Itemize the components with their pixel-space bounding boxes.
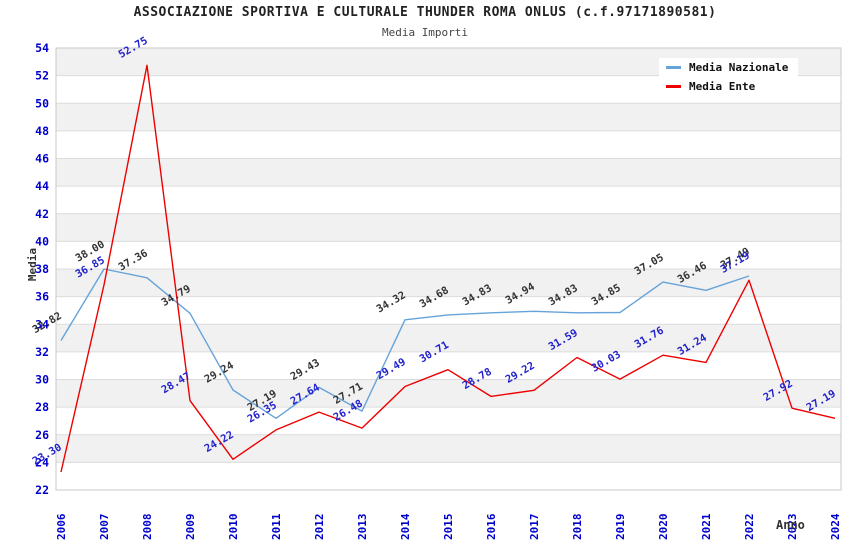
chart-legend: Media Nazionale Media Ente	[659, 58, 799, 96]
y-tick-label: 48	[35, 124, 49, 138]
plot-band	[56, 213, 841, 242]
y-tick-label: 32	[35, 345, 49, 359]
legend-label: Media Nazionale	[689, 61, 789, 74]
plot-band	[56, 324, 841, 352]
y-tick-label: 52	[35, 69, 49, 83]
y-tick-label: 24	[35, 455, 49, 469]
x-tick-label: 2023	[786, 514, 799, 541]
y-tick-label: 36	[35, 290, 49, 304]
x-tick-label: 2019	[614, 514, 627, 541]
legend-swatch-media-ente	[666, 85, 681, 88]
y-tick-label: 28	[35, 400, 49, 414]
legend-swatch-media-nazionale	[666, 66, 681, 69]
plot-band	[56, 75, 841, 104]
plot-band	[56, 241, 841, 269]
plot-band	[56, 379, 841, 408]
plot-band	[56, 269, 841, 297]
plot-band	[56, 407, 841, 435]
plot-band	[56, 130, 841, 159]
plot-band	[56, 158, 841, 187]
series-line-media-nazionale	[60, 268, 750, 419]
x-tick-label: 2017	[528, 514, 541, 541]
x-tick-label: 2021	[700, 513, 713, 540]
plot-band	[56, 434, 841, 463]
y-tick-label: 54	[35, 41, 49, 55]
plot-band	[56, 103, 841, 131]
legend-item-media-ente: Media Ente	[659, 77, 798, 96]
y-tick-label: 40	[35, 234, 49, 248]
x-tick-label: 2013	[356, 514, 369, 541]
plot-band	[56, 186, 841, 214]
x-tick-label: 2015	[442, 514, 455, 541]
x-tick-label: 2024	[829, 513, 842, 540]
x-tick-label: 2016	[485, 513, 498, 540]
x-tick-label: 2007	[98, 514, 111, 541]
y-tick-label: 42	[35, 207, 49, 221]
x-tick-label: 2010	[227, 514, 240, 541]
plot-band	[56, 351, 841, 380]
x-tick-label: 2020	[657, 514, 670, 541]
chart-subtitle: Media Importi	[381, 26, 469, 39]
x-tick-label: 2018	[571, 514, 584, 541]
chart-title: ASSOCIAZIONE SPORTIVA E CULTURALE THUNDE…	[133, 5, 717, 20]
y-tick-label: 26	[35, 428, 49, 442]
y-tick-label: 22	[35, 483, 49, 497]
x-tick-label: 2012	[313, 514, 326, 541]
y-tick-label: 44	[35, 179, 49, 193]
y-tick-label: 30	[35, 373, 49, 387]
x-tick-label: 2011	[270, 513, 283, 540]
legend-label: Media Ente	[689, 80, 756, 93]
y-tick-label: 34	[35, 317, 49, 331]
series-line-media-ente	[60, 64, 836, 473]
x-tick-label: 2022	[743, 514, 756, 541]
y-tick-label: 38	[35, 262, 49, 276]
plot-band	[56, 462, 841, 490]
x-tick-label: 2009	[184, 514, 197, 541]
x-tick-label: 2006	[55, 513, 68, 540]
x-tick-label: 2014	[399, 513, 412, 540]
y-tick-label: 46	[35, 152, 49, 166]
legend-item-media-nazionale: Media Nazionale	[659, 58, 799, 77]
x-axis-title: Anno	[776, 518, 805, 532]
x-tick-label: 2008	[141, 514, 154, 541]
y-tick-label: 50	[35, 96, 49, 110]
plot-border	[55, 47, 842, 491]
